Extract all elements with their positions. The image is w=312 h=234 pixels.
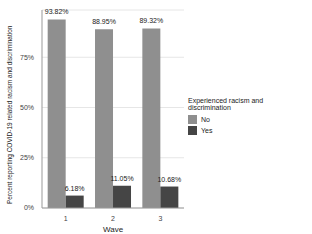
svg-text:88.95%: 88.95% — [92, 18, 116, 25]
html-text:No: No — [201, 116, 210, 123]
svg-text:0%: 0% — [24, 204, 34, 211]
svg-text:Percent reporting COVID-19 rel: Percent reporting COVID-19 related racis… — [8, 25, 14, 204]
svg-text:10.68%: 10.68% — [157, 176, 181, 183]
svg-text:93.82%: 93.82% — [45, 8, 69, 15]
svg-text:3: 3 — [158, 215, 162, 222]
svg-text:6.18%: 6.18% — [65, 185, 85, 192]
svg-text:89.32%: 89.32% — [139, 17, 163, 24]
svg-text:11.05%: 11.05% — [110, 175, 133, 182]
html-text:Experienced racism and discrim: Experienced racism and discrimination — [188, 97, 264, 111]
svg-text:75%: 75% — [20, 54, 34, 61]
svg-text:Wave: Wave — [103, 225, 124, 234]
html-text:Yes: Yes — [201, 127, 213, 134]
svg-text:25%: 25% — [20, 154, 34, 161]
svg-text:1: 1 — [64, 215, 68, 222]
svg-text:50%: 50% — [20, 104, 34, 111]
svg-text:2: 2 — [111, 215, 115, 222]
